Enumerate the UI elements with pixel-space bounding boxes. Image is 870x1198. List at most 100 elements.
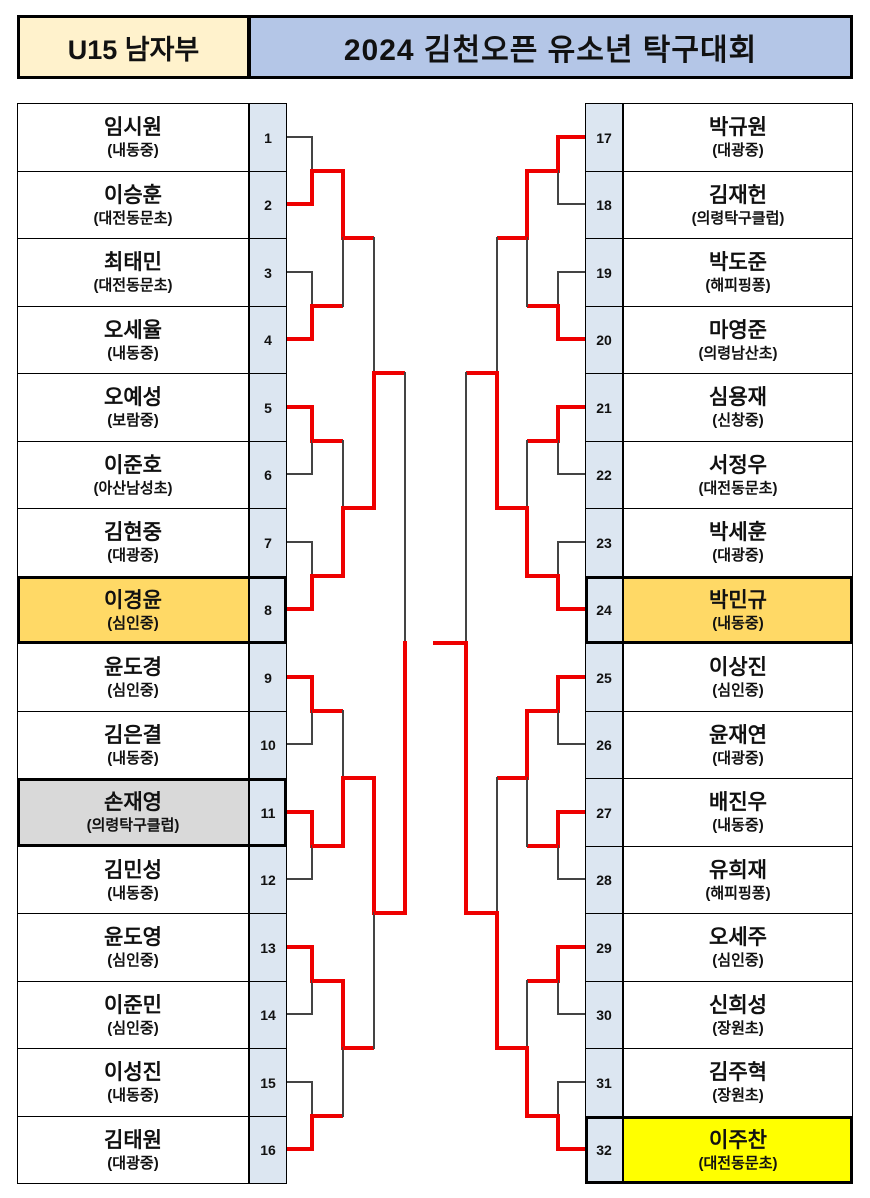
player-cell: 김민성 (내동중) xyxy=(17,846,249,914)
bracket-line xyxy=(558,809,585,814)
player-name: 박민규 xyxy=(709,588,767,612)
bracket-line xyxy=(497,776,527,780)
player-row: 22 서정우 (대전동문초) xyxy=(585,441,853,509)
player-cell: 이상진 (심인중) xyxy=(623,643,853,712)
bracket-line xyxy=(558,134,585,139)
division-header: U15 남자부 xyxy=(17,15,250,79)
bracket-line xyxy=(464,641,468,915)
bracket-line xyxy=(527,843,558,848)
bracket-line xyxy=(556,809,560,848)
seed-number: 26 xyxy=(585,711,623,779)
player-name: 이준호 xyxy=(104,453,162,477)
player-name: 윤재연 xyxy=(709,723,767,747)
seed-number: 18 xyxy=(585,171,623,239)
player-school: (의령탁구클럽) xyxy=(691,209,785,227)
player-name: 신희성 xyxy=(709,993,767,1017)
bracket-line xyxy=(527,168,558,173)
bracket-line xyxy=(287,607,312,612)
bracket-line xyxy=(558,743,585,746)
bracket-line xyxy=(558,944,585,949)
player-row: 이준호 (아산남성초) 6 xyxy=(17,441,287,509)
seed-number: 20 xyxy=(585,306,623,374)
player-cell: 이준호 (아산남성초) xyxy=(17,441,249,509)
seed-number: 7 xyxy=(249,508,287,577)
bracket-line xyxy=(312,438,343,443)
bracket-line xyxy=(556,674,560,713)
player-school: (내동중) xyxy=(712,614,764,632)
player-row: 20 마영준 (의령남산초) xyxy=(585,306,853,374)
player-name: 김태원 xyxy=(104,1128,162,1152)
bracket-line xyxy=(312,978,343,983)
bracket-line xyxy=(311,709,313,746)
player-school: (대광중) xyxy=(107,1154,159,1172)
player-row: 19 박도준 (해피핑퐁) xyxy=(585,238,853,307)
bracket-line xyxy=(557,1080,559,1117)
player-school: (대광중) xyxy=(712,749,764,767)
player-row: 이준민 (심인중) 14 xyxy=(17,981,287,1049)
bracket-line xyxy=(374,911,405,915)
bracket-line xyxy=(556,573,560,612)
player-school: (내동중) xyxy=(107,1087,159,1105)
bracket-line xyxy=(527,303,558,308)
player-row: 손재영 (의령탁구클럽) 11 xyxy=(17,778,287,847)
seed-number: 23 xyxy=(585,508,623,577)
player-row: 28 유희재 (해피핑퐁) xyxy=(585,846,853,914)
bracket-line xyxy=(287,809,312,814)
bracket-line xyxy=(311,844,313,881)
bracket-line xyxy=(433,641,466,645)
bracket-line xyxy=(287,1080,312,1083)
bracket-line xyxy=(558,1147,585,1152)
player-row: 27 배진우 (내동중) xyxy=(585,778,853,847)
bracket-line xyxy=(558,540,585,543)
bracket-line xyxy=(558,1013,585,1016)
player-name: 박세훈 xyxy=(709,521,767,545)
player-school: (해피핑퐁) xyxy=(705,277,771,295)
player-row: 김현중 (대광중) 7 xyxy=(17,508,287,577)
player-cell: 박민규 (내동중) xyxy=(623,576,853,644)
player-school: (장원초) xyxy=(712,1019,764,1037)
bracket-line xyxy=(527,438,558,443)
player-school: (내동중) xyxy=(107,344,159,362)
bracket-line xyxy=(526,439,528,509)
bracket-line xyxy=(556,303,560,342)
bracket-line xyxy=(287,674,312,679)
player-school: (대전동문초) xyxy=(698,1154,778,1172)
bracket-line xyxy=(287,878,312,881)
player-school: (심인중) xyxy=(107,682,159,700)
seed-number: 8 xyxy=(249,576,287,644)
bracket-line xyxy=(526,237,528,307)
seed-number: 17 xyxy=(585,103,623,172)
player-name: 심용재 xyxy=(709,386,767,410)
bracket-line xyxy=(527,1113,558,1118)
bracket-line xyxy=(310,944,314,983)
player-row: 25 이상진 (심인중) xyxy=(585,643,853,712)
player-cell: 유희재 (해피핑퐁) xyxy=(623,846,853,914)
seed-number: 1 xyxy=(249,103,287,172)
player-row: 29 오세주 (심인중) xyxy=(585,913,853,982)
bracket-line xyxy=(287,404,312,409)
bracket-line xyxy=(558,473,585,476)
player-cell: 이승훈 (대전동문초) xyxy=(17,171,249,239)
bracket-line xyxy=(310,674,314,713)
player-row: 26 윤재연 (대광중) xyxy=(585,711,853,779)
seed-number: 28 xyxy=(585,846,623,914)
bracket-line xyxy=(312,303,343,308)
player-row: 이성진 (내동중) 15 xyxy=(17,1048,287,1117)
bracket-line xyxy=(497,1046,527,1050)
bracket-line xyxy=(557,540,559,577)
player-cell: 오예성 (보람중) xyxy=(17,373,249,442)
seed-number: 15 xyxy=(249,1048,287,1117)
player-name: 윤도영 xyxy=(104,926,162,950)
bracket-line xyxy=(287,135,312,138)
player-cell: 서정우 (대전동문초) xyxy=(623,441,853,509)
bracket-line xyxy=(558,674,585,679)
bracket-line xyxy=(526,979,528,1049)
bracket-line xyxy=(312,843,343,848)
player-cell: 김재헌 (의령탁구클럽) xyxy=(623,171,853,239)
bracket-line xyxy=(556,944,560,983)
player-cell: 배진우 (내동중) xyxy=(623,778,853,847)
bracket-line xyxy=(403,641,407,915)
bracket-line xyxy=(343,776,374,780)
bracket-line xyxy=(558,607,585,612)
